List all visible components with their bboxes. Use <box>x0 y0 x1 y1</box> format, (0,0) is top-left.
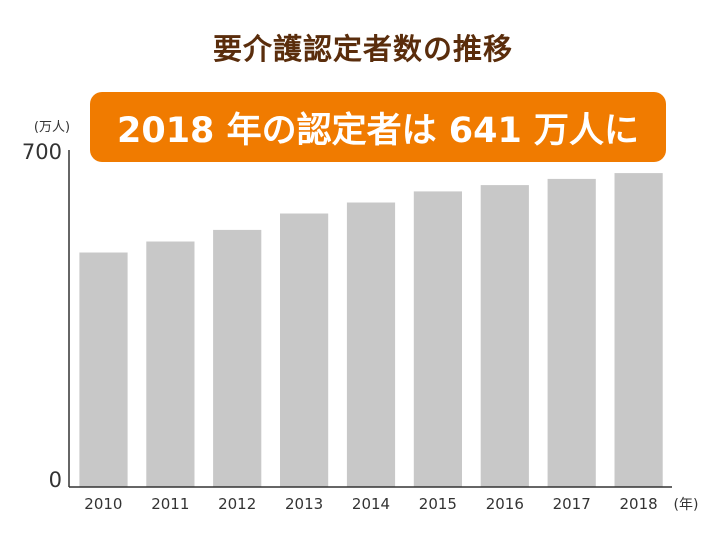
bar-2015 <box>413 191 462 487</box>
y-tick-zero: 0 <box>49 468 62 492</box>
bar-2017 <box>547 178 596 487</box>
chart-title: 要介護認定者数の推移 <box>212 32 513 66</box>
x-unit-label: (年) <box>674 497 699 513</box>
x-tick-labels: 2010 2011 2012 2013 2014 2015 2016 2017 2018 <box>84 495 657 513</box>
bar-2010 <box>79 252 128 487</box>
x-tick-2017: 2017 <box>553 495 591 513</box>
x-tick-2018: 2018 <box>620 495 658 513</box>
bar-2013 <box>280 213 329 487</box>
x-tick-2014: 2014 <box>352 495 390 513</box>
x-tick-2015: 2015 <box>419 495 457 513</box>
x-tick-2010: 2010 <box>84 495 122 513</box>
bar-2014 <box>346 202 396 487</box>
x-tick-2011: 2011 <box>151 495 189 513</box>
bar-2016 <box>480 185 529 487</box>
y-unit-label: (万人) <box>34 120 70 135</box>
bar-2018 <box>614 173 663 487</box>
x-tick-2016: 2016 <box>486 495 524 513</box>
highlight-callout: 2018 年の認定者は 641 万人に <box>90 92 666 162</box>
bars-group <box>79 173 663 487</box>
y-tick-top: 700 <box>22 140 62 164</box>
x-tick-2012: 2012 <box>218 495 256 513</box>
x-tick-2013: 2013 <box>285 495 323 513</box>
bar-2011 <box>146 241 195 487</box>
bar-2012 <box>213 229 262 487</box>
